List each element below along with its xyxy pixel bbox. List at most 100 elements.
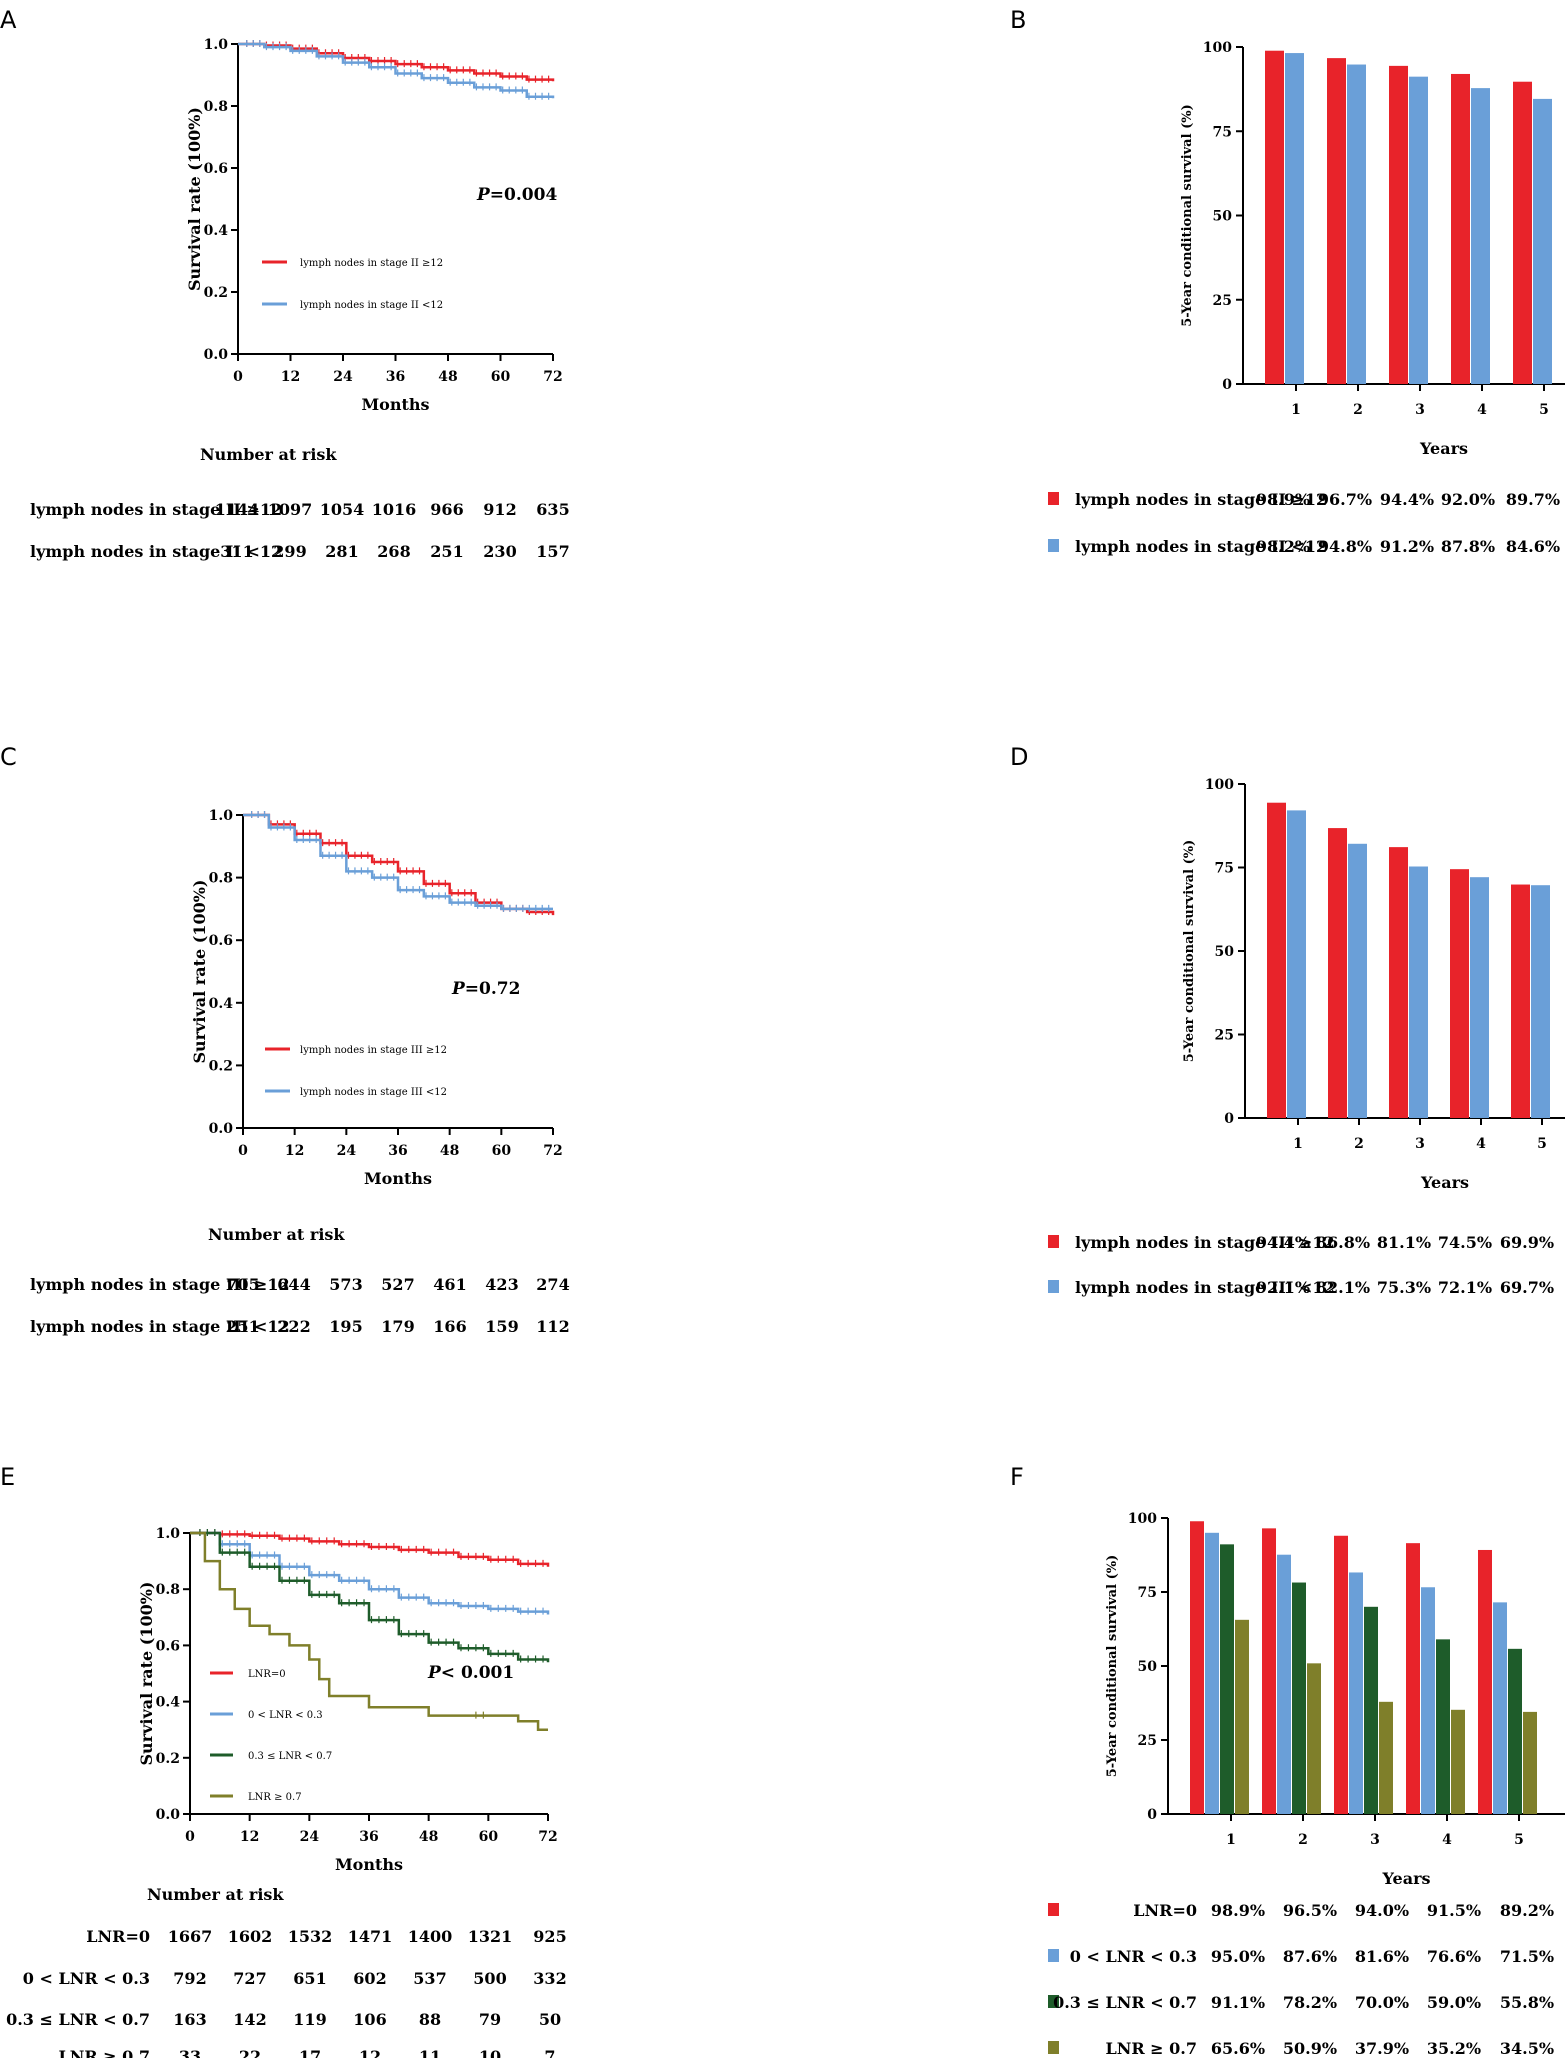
risk-value: 1400	[408, 1927, 453, 1946]
data-label: 87.6%	[1283, 1947, 1337, 1966]
data-label: 69.9%	[1500, 1233, 1554, 1252]
data-label: 87.8%	[1441, 537, 1495, 556]
risk-value: 1532	[288, 1927, 333, 1946]
risk-value: 12	[359, 2047, 381, 2058]
bar-panel-F: F 0 25 50 75 100 1 2 3 4 5 Years 5-Year conditional …	[1010, 1463, 1565, 2058]
x-tick-label: 12	[285, 1143, 304, 1159]
risk-value: 423	[485, 1275, 518, 1294]
x-axis-title: Years	[1419, 439, 1468, 458]
x-axis-title: Years	[1420, 1173, 1469, 1192]
legend-label: 0 < LNR < 0.3	[248, 1710, 323, 1721]
y-tick-label: 0.6	[156, 1638, 180, 1654]
data-label: 84.6%	[1506, 537, 1560, 556]
bar-B-s1-y1	[1265, 50, 1284, 384]
risk-value: 1054	[320, 500, 365, 519]
risk-row-label: 0.3 ≤ LNR < 0.7	[6, 2010, 150, 2029]
survival-curve-1	[238, 42, 555, 82]
x-axis-title: Years	[1381, 1869, 1430, 1888]
bar-B-s2-y5	[1533, 98, 1552, 384]
bar-D-s1-y5	[1511, 884, 1530, 1118]
panel-label: E	[0, 1463, 15, 1491]
legend-label: lymph nodes in stage II <12	[300, 300, 443, 311]
y-axis-title: 5-Year conditional survival (%)	[1105, 1555, 1120, 1777]
risk-value: 1016	[372, 500, 417, 519]
risk-value: 537	[413, 1969, 446, 1988]
bar-D-s2-y4	[1470, 877, 1489, 1118]
legend-label: LNR ≥ 0.7	[248, 1792, 302, 1803]
y-tick-label: 0	[1147, 1807, 1157, 1823]
y-tick-label: 50	[1215, 944, 1235, 960]
data-label: 92.1%	[1256, 1278, 1310, 1297]
risk-value: 925	[533, 1927, 566, 1946]
y-tick-label: 0.4	[204, 223, 229, 239]
censor-marks-1	[251, 811, 550, 916]
y-tick-label: 0.6	[209, 933, 233, 949]
risk-value: 106	[353, 2010, 386, 2029]
data-label: 91.1%	[1211, 1993, 1265, 2012]
km-panel-C: C 0.0 0.2 0.4 0.6 0.8 1.0 0 12 24 36 48 60 72 Months Su…	[0, 743, 570, 1336]
p-value: P< 0.001	[427, 1663, 514, 1683]
risk-value: 33	[179, 2047, 201, 2058]
data-label: 96.5%	[1283, 1901, 1337, 1920]
x-tick-label: 1	[1291, 402, 1301, 418]
bar-F-s3-y2	[1292, 1582, 1306, 1814]
risk-value: 195	[329, 1317, 362, 1336]
risk-value: 644	[277, 1275, 310, 1294]
y-tick-label: 0	[1224, 1111, 1234, 1127]
risk-value: 1097	[268, 500, 313, 519]
legend-label: lymph nodes in stage III <12	[300, 1087, 447, 1098]
data-label: 76.6%	[1427, 1947, 1481, 1966]
y-tick-label: 0.0	[204, 347, 229, 363]
censor-marks-2	[246, 40, 550, 100]
bar-F-s2-y2	[1277, 1554, 1291, 1814]
data-label: 34.5%	[1500, 2039, 1554, 2058]
legend-label: 0.3 ≤ LNR < 0.7	[1053, 1993, 1197, 2012]
bar-panel-B: B 0 25 50 75 100 1 2 3 4 5 Years 5-Year conditional …	[1010, 6, 1565, 556]
data-label: 71.5%	[1500, 1947, 1554, 1966]
risk-value: 222	[277, 1317, 310, 1336]
x-tick-label: 36	[388, 1143, 407, 1159]
risk-value: 112	[536, 1317, 569, 1336]
risk-value: 7	[544, 2047, 555, 2058]
y-tick-label: 75	[1213, 124, 1232, 140]
risk-value: 1144	[215, 500, 260, 519]
data-label: 98.2%	[1256, 537, 1310, 556]
data-label: 91.5%	[1427, 1901, 1481, 1920]
legend-label: lymph nodes in stage II <12	[1075, 537, 1327, 556]
legend-swatch	[1048, 1280, 1059, 1293]
x-axis-title: Months	[361, 395, 429, 414]
y-tick-label: 0.8	[209, 871, 233, 887]
bar-panel-D: D 0 25 50 75 100 1 2 3 4 5 Years 5-Year conditional …	[1010, 743, 1565, 1297]
y-tick-label: 1.0	[209, 808, 234, 824]
bar-F-s2-y4	[1421, 1587, 1435, 1814]
risk-value: 119	[293, 2010, 326, 2029]
x-tick-label: 60	[492, 1143, 512, 1159]
bar-F-s4-y5	[1523, 1711, 1537, 1814]
data-label: 94.8%	[1318, 537, 1372, 556]
bar-D-s2-y5	[1531, 885, 1550, 1118]
x-tick-label: 48	[440, 1143, 459, 1159]
x-tick-label: 36	[359, 1829, 378, 1845]
risk-value: 142	[233, 2010, 266, 2029]
bar-B-s1-y2	[1327, 58, 1346, 384]
data-label: 94.4%	[1256, 1233, 1310, 1252]
bar-F-s1-y3	[1334, 1535, 1348, 1814]
y-tick-label: 0.0	[209, 1121, 234, 1137]
risk-value: 159	[485, 1317, 518, 1336]
risk-row-label: lymph nodes in stage II ≥12	[30, 500, 282, 519]
bar-B-s2-y2	[1347, 64, 1366, 385]
bar-F-s4-y1	[1235, 1619, 1249, 1814]
x-tick-label: 4	[1477, 402, 1487, 418]
risk-table-title: Number at risk	[208, 1225, 345, 1244]
legend-swatch	[1048, 1995, 1059, 2008]
y-tick-label: 100	[1205, 777, 1234, 793]
x-axis-title: Months	[364, 1169, 432, 1188]
data-label: 91.2%	[1380, 537, 1434, 556]
y-axis-title: Survival rate (100%)	[190, 880, 209, 1064]
risk-value: 332	[533, 1969, 566, 1988]
bar-B-s1-y3	[1389, 65, 1408, 384]
x-tick-label: 4	[1476, 1136, 1486, 1152]
bar-F-s1-y5	[1478, 1549, 1492, 1814]
risk-value: 166	[433, 1317, 466, 1336]
